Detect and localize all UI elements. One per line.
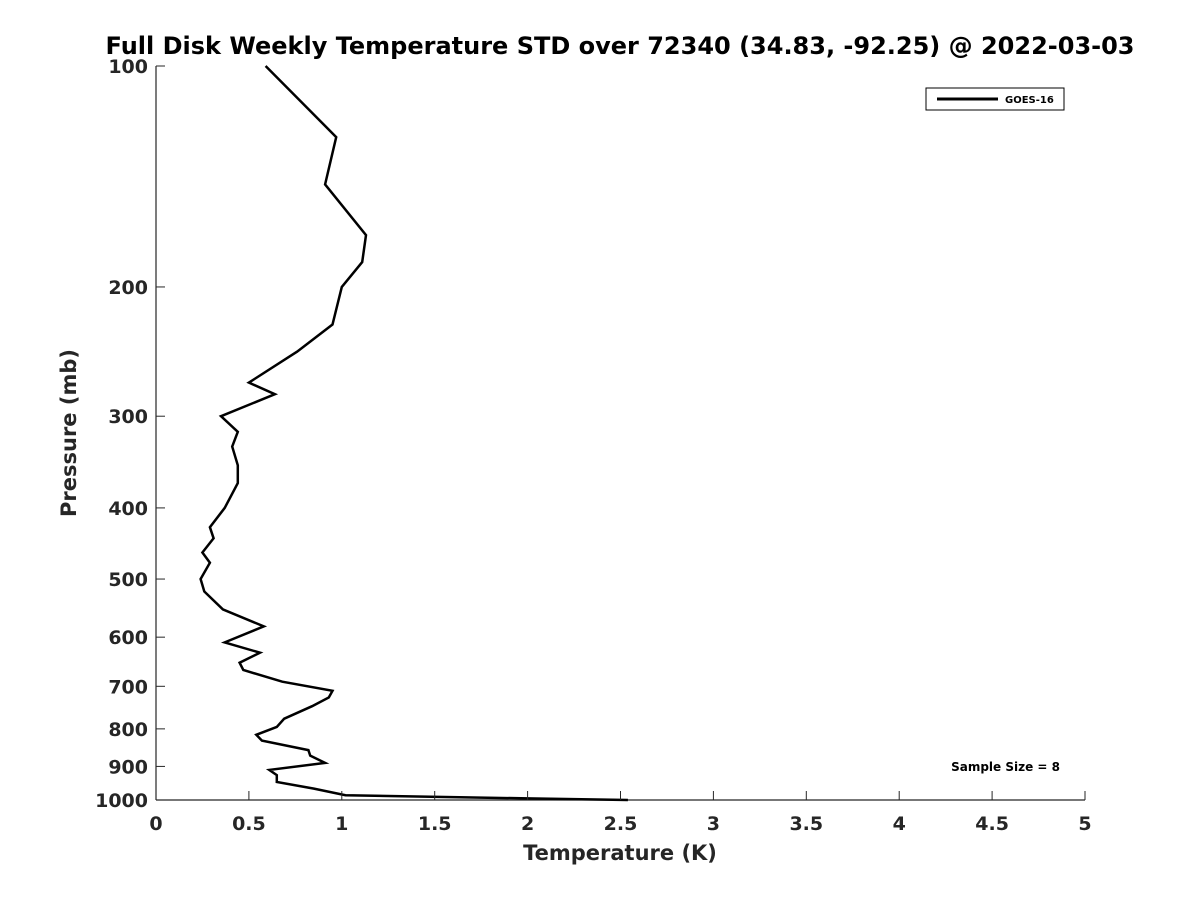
sample-size-annotation: Sample Size = 8 <box>951 760 1060 774</box>
y-tick-label: 300 <box>108 406 148 428</box>
y-tick-label: 400 <box>108 498 148 520</box>
x-tick-label: 0 <box>149 813 162 835</box>
x-tick-label: 2.5 <box>604 813 638 835</box>
y-tick-label: 600 <box>108 627 148 649</box>
x-axis-ticks: 0 0.5 1 1.5 2 2.5 3 3.5 4 4.5 5 <box>149 791 1092 835</box>
chart-title: Full Disk Weekly Temperature STD over 72… <box>106 32 1135 60</box>
y-tick-label: 1000 <box>95 790 148 812</box>
y-axis-ticks: 100 200 300 400 500 600 700 800 900 1000 <box>95 56 165 812</box>
legend: GOES-16 <box>925 87 1065 111</box>
y-tick-label: 200 <box>108 277 148 299</box>
x-tick-label: 3.5 <box>789 813 823 835</box>
y-tick-label: 900 <box>108 756 148 778</box>
y-tick-label: 700 <box>108 676 148 698</box>
y-tick-label: 800 <box>108 719 148 741</box>
x-tick-label: 0.5 <box>232 813 266 835</box>
x-tick-label: 1 <box>335 813 348 835</box>
x-axis-label: Temperature (K) <box>523 841 717 865</box>
series-lines <box>199 65 628 802</box>
y-tick-label: 100 <box>108 56 148 78</box>
legend-entry-goes-16: GOES-16 <box>1005 95 1054 106</box>
y-axis-label: Pressure (mb) <box>57 349 81 517</box>
x-tick-label: 3 <box>707 813 720 835</box>
y-tick-label: 500 <box>108 569 148 591</box>
x-tick-label: 4 <box>893 813 906 835</box>
x-tick-label: 1.5 <box>418 813 452 835</box>
series-line-goes-16 <box>199 65 628 802</box>
x-tick-label: 2 <box>521 813 534 835</box>
axes <box>155 66 1085 801</box>
x-tick-label: 5 <box>1078 813 1091 835</box>
x-tick-label: 4.5 <box>975 813 1009 835</box>
